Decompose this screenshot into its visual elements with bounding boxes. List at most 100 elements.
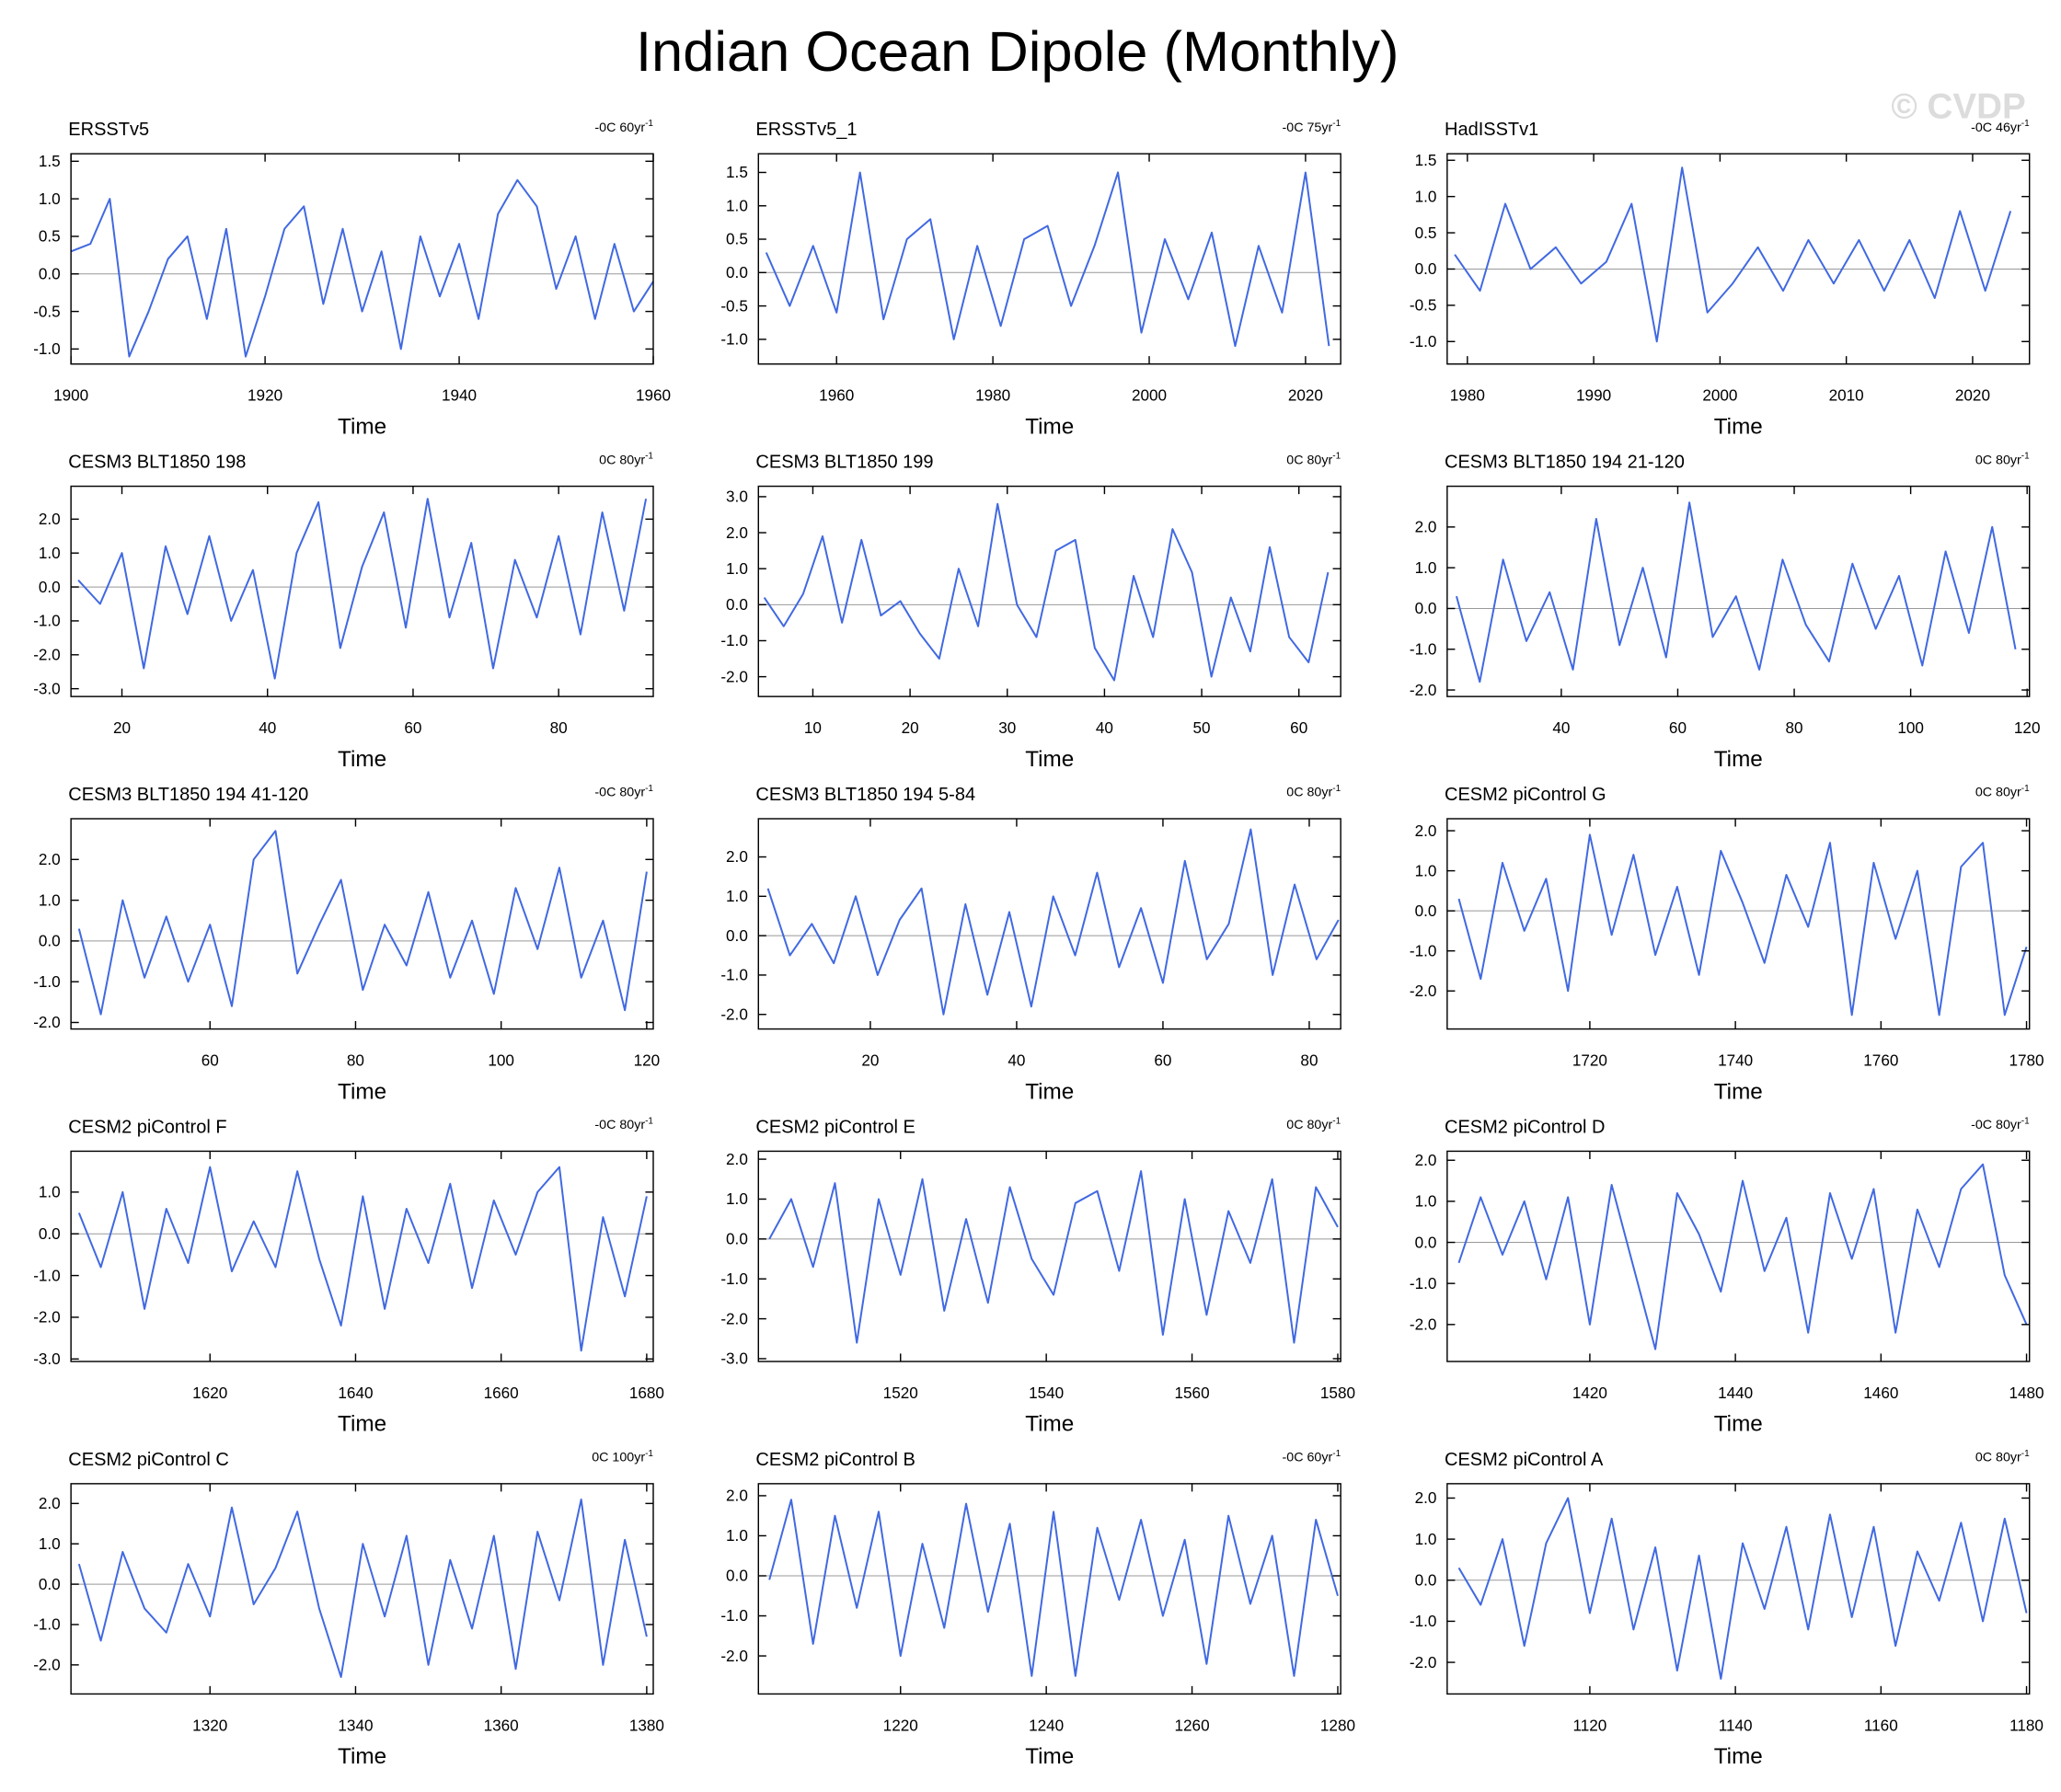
panel: CESM2 piControl F -0C 80yr-1 1620 1640 1660 1… bbox=[33, 1116, 664, 1436]
data-line bbox=[768, 1170, 1339, 1344]
y-tick-label: -3.0 bbox=[33, 1350, 61, 1368]
y-tick-label: 2.0 bbox=[1415, 1488, 1437, 1507]
y-tick-label: -2.0 bbox=[720, 1647, 748, 1665]
y-tick-label: 1.0 bbox=[39, 190, 61, 208]
y-tick-label: 0.0 bbox=[726, 926, 748, 945]
x-tick-label: 80 bbox=[1786, 718, 1803, 737]
x-axis-label: Time bbox=[1714, 1079, 1763, 1104]
x-tick-label: 50 bbox=[1193, 718, 1211, 737]
x-tick-label: 40 bbox=[1096, 718, 1113, 737]
x-tick-label: 1990 bbox=[1576, 386, 1611, 405]
trend-text: 0C 80yr bbox=[1975, 1451, 2021, 1465]
y-tick-label: 1.0 bbox=[39, 544, 61, 562]
y-tick-label: 0.0 bbox=[1415, 1570, 1437, 1589]
x-tick-label: 120 bbox=[2014, 718, 2041, 737]
plot-frame bbox=[70, 818, 654, 1030]
panel-title: CESM3 BLT1850 194 5-84 bbox=[755, 785, 975, 805]
trend-text: 0C 80yr bbox=[599, 453, 645, 467]
x-tick-label: 1260 bbox=[1175, 1716, 1210, 1734]
data-line bbox=[77, 498, 648, 680]
y-tick-label: -2.0 bbox=[1410, 1315, 1437, 1334]
x-tick-label: 1660 bbox=[484, 1384, 519, 1402]
y-tick-label: -2.0 bbox=[33, 646, 61, 664]
x-tick-label: 1380 bbox=[629, 1716, 664, 1734]
y-tick-label: 1.0 bbox=[1415, 558, 1437, 577]
trend-exponent: -1 bbox=[645, 784, 653, 794]
y-tick-label: 0.0 bbox=[1415, 259, 1437, 278]
trend-exponent: -1 bbox=[2021, 784, 2030, 794]
trend-exponent: -1 bbox=[645, 119, 653, 129]
y-tick-label: -1.0 bbox=[1410, 1612, 1437, 1630]
panel: CESM3 BLT1850 194 41-120 -0C 80yr-1 60 80 10… bbox=[33, 784, 660, 1104]
y-tick-label: 2.0 bbox=[39, 850, 61, 868]
y-tick-label: 0.0 bbox=[1415, 902, 1437, 920]
data-line bbox=[768, 1499, 1339, 1677]
y-tick-label: 0.0 bbox=[726, 263, 748, 281]
trend-annotation: -0C 75yr-1 bbox=[1283, 119, 1341, 135]
data-line bbox=[766, 828, 1340, 1016]
data-line bbox=[70, 178, 654, 358]
y-tick-label: 0.0 bbox=[726, 1567, 748, 1585]
trend-annotation: 0C 80yr-1 bbox=[599, 452, 653, 468]
y-tick-label: -1.0 bbox=[720, 330, 748, 349]
x-tick-label: 60 bbox=[1669, 718, 1687, 737]
trend-text: 0C 80yr bbox=[1286, 453, 1332, 467]
trend-text: 0C 100yr bbox=[592, 1451, 645, 1465]
panel-title: CESM3 BLT1850 194 21-120 bbox=[1445, 453, 1685, 473]
plot-frame bbox=[70, 485, 654, 697]
y-tick-label: 1.0 bbox=[1415, 861, 1437, 879]
x-axis-label: Time bbox=[1025, 1412, 1074, 1437]
x-tick-label: 2000 bbox=[1132, 386, 1167, 405]
data-line bbox=[1457, 1497, 2028, 1680]
y-tick-label: -2.0 bbox=[720, 1005, 748, 1023]
y-tick-label: 1.0 bbox=[1415, 1192, 1437, 1211]
data-line bbox=[1457, 1163, 2028, 1350]
y-tick-label: 1.0 bbox=[39, 890, 61, 909]
trend-exponent: -1 bbox=[1332, 784, 1341, 794]
y-tick-label: -1.0 bbox=[33, 1615, 61, 1634]
panel: CESM3 BLT1850 194 5-84 0C 80yr-1 20 40 60 80 2… bbox=[720, 784, 1341, 1104]
trend-exponent: -1 bbox=[1332, 119, 1341, 129]
plot-frame bbox=[70, 153, 654, 365]
trend-text: -0C 80yr bbox=[594, 786, 645, 800]
x-tick-label: 1620 bbox=[192, 1384, 227, 1402]
x-tick-label: 1680 bbox=[629, 1384, 664, 1402]
y-tick-label: 1.0 bbox=[1415, 1530, 1437, 1548]
y-tick-label: 0.0 bbox=[1415, 599, 1437, 617]
x-tick-label: 1540 bbox=[1029, 1384, 1064, 1402]
panel-title: CESM3 BLT1850 199 bbox=[755, 453, 933, 473]
y-tick-label: -0.5 bbox=[720, 296, 748, 315]
y-tick-label: 1.0 bbox=[39, 1183, 61, 1201]
y-tick-label: -2.0 bbox=[33, 1308, 61, 1327]
trend-text: 0C 80yr bbox=[1975, 453, 2021, 467]
trend-annotation: 0C 80yr-1 bbox=[1975, 784, 2030, 800]
y-tick-label: 0.5 bbox=[39, 227, 61, 246]
y-tick-label: 2.0 bbox=[726, 847, 748, 866]
panel-title: CESM2 piControl A bbox=[1445, 1450, 1604, 1470]
x-tick-label: 80 bbox=[550, 718, 568, 737]
x-axis-label: Time bbox=[1714, 1744, 1763, 1769]
x-tick-label: 20 bbox=[861, 1051, 879, 1070]
plot-frame bbox=[757, 1483, 1341, 1695]
x-axis-label: Time bbox=[1025, 414, 1074, 439]
y-tick-label: 0.5 bbox=[726, 230, 748, 248]
trend-exponent: -1 bbox=[2021, 1116, 2030, 1126]
x-tick-label: 1140 bbox=[1719, 1716, 1753, 1734]
data-line bbox=[765, 171, 1330, 348]
x-tick-label: 1160 bbox=[1864, 1716, 1898, 1734]
x-tick-label: 30 bbox=[998, 718, 1016, 737]
x-tick-label: 1940 bbox=[442, 386, 477, 405]
x-tick-label: 1320 bbox=[192, 1716, 227, 1734]
x-tick-label: 1360 bbox=[484, 1716, 519, 1734]
y-tick-label: -3.0 bbox=[33, 679, 61, 697]
panel: CESM2 piControl A 0C 80yr-1 1120 1140 1160 11… bbox=[1410, 1449, 2044, 1769]
x-tick-label: 1340 bbox=[338, 1716, 373, 1734]
x-axis-label: Time bbox=[338, 1079, 386, 1104]
y-tick-label: -2.0 bbox=[1410, 1653, 1437, 1671]
plot-frame bbox=[757, 818, 1341, 1030]
trend-exponent: -1 bbox=[2021, 1449, 2030, 1459]
trend-text: -0C 80yr bbox=[594, 1118, 645, 1132]
x-tick-label: 1120 bbox=[1572, 1716, 1606, 1734]
